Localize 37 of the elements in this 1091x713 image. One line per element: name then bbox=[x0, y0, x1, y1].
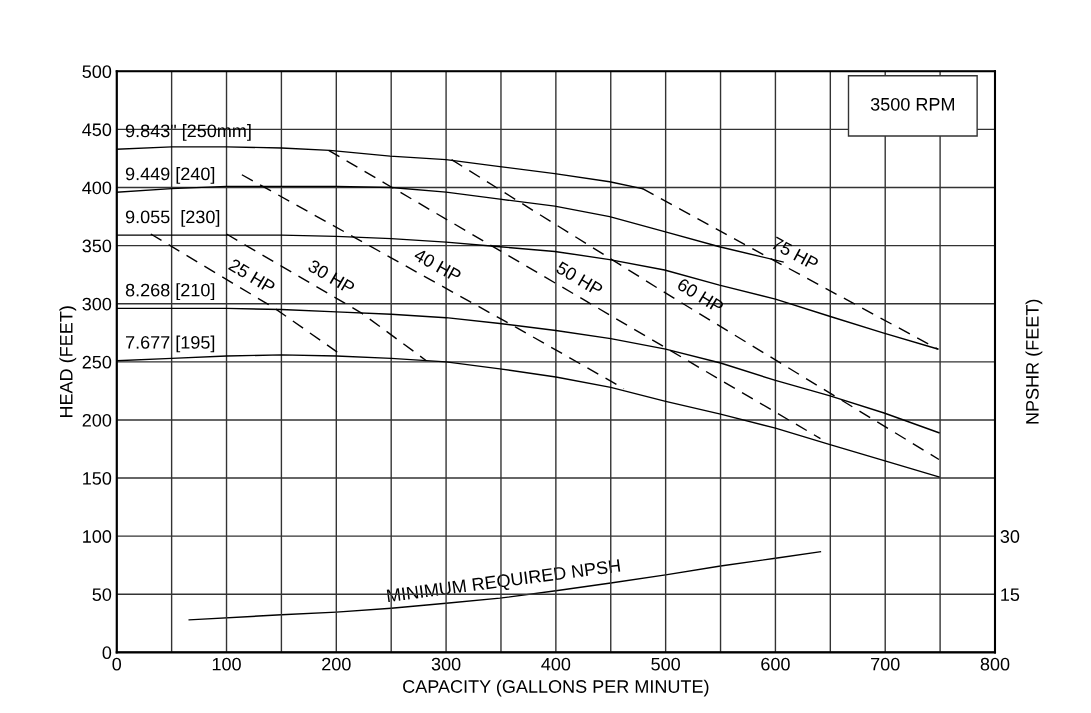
y2-tick-label: 15 bbox=[1001, 588, 1020, 602]
y-tick-label: 450 bbox=[82, 123, 112, 137]
x-tick-label: 800 bbox=[980, 657, 1010, 671]
line-series bbox=[188, 550, 822, 621]
x-tick-label: 500 bbox=[651, 657, 680, 671]
series-label: 9.055 [230] bbox=[125, 210, 220, 227]
y-tick-label: 50 bbox=[92, 588, 112, 602]
x-tick-label: 700 bbox=[871, 657, 900, 671]
y-tick-label: 400 bbox=[82, 181, 112, 195]
y-tick-label: 500 bbox=[82, 65, 112, 79]
text: 60 HP bbox=[676, 277, 725, 314]
y2-tick-label: 30 bbox=[1000, 530, 1020, 543]
text: 30 HP bbox=[307, 259, 356, 295]
y-tick-label: 100 bbox=[83, 530, 112, 543]
series-label: 9.449 [240] bbox=[125, 167, 215, 184]
annotation: 3500 RPM bbox=[870, 97, 954, 111]
y-tick-label: 250 bbox=[82, 355, 112, 369]
text: 40 HP bbox=[413, 247, 462, 283]
y-tick-label: 300 bbox=[82, 297, 112, 311]
series-label: 8.268 [210] bbox=[125, 283, 215, 301]
x-tick-label: 600 bbox=[761, 657, 790, 671]
y-axis-title: HEAD (FEET) bbox=[59, 306, 77, 418]
x-tick-label: 300 bbox=[431, 657, 461, 671]
y-tick-label: 350 bbox=[82, 239, 112, 253]
y-tick-label: 0 bbox=[102, 646, 112, 660]
text: 50 HP bbox=[555, 260, 604, 297]
y-tick-label: 200 bbox=[82, 413, 112, 427]
x-axis-title: CAPACITY (GALLONS PER MINUTE) bbox=[403, 679, 709, 697]
text: 75 HP bbox=[770, 236, 820, 271]
y2-axis-title: NPSHR (FEET) bbox=[1025, 299, 1043, 424]
x-tick-label: 200 bbox=[322, 657, 351, 671]
x-tick-label: 400 bbox=[541, 657, 571, 671]
x-tick-label: 100 bbox=[212, 657, 241, 671]
x-tick-label: 0 bbox=[112, 657, 122, 671]
text: 25 HP bbox=[227, 258, 276, 295]
series-label: 7.677 [195] bbox=[126, 335, 215, 353]
y-tick-label: 150 bbox=[83, 472, 112, 485]
